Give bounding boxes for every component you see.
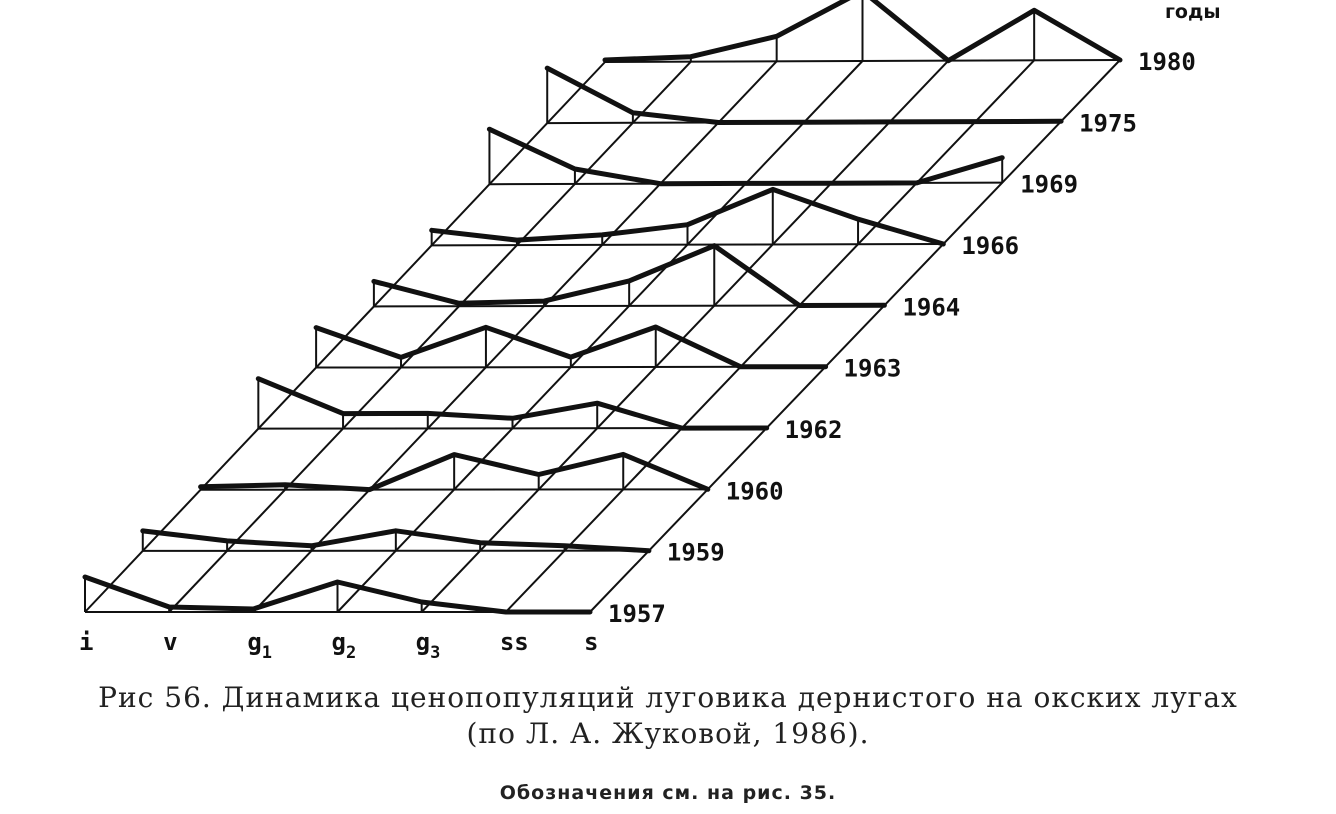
year-label: 1960 (726, 477, 784, 505)
series-profile-1964 (371, 243, 887, 308)
category-label: s (584, 628, 598, 656)
series-layer (82, 0, 1123, 615)
axis-title-years: годы (1165, 1, 1221, 23)
series-profile-1959 (140, 528, 652, 554)
year-label: 1964 (902, 293, 960, 321)
grid-layer (84, 59, 1121, 613)
series-profile-1966 (429, 186, 946, 247)
year-label: 1966 (961, 232, 1019, 260)
series-profile-1980 (602, 0, 1123, 64)
chart-3d-profiles: 1980 1975 1969 1966 1964 1963 1962 1960 1959 1957… (79, 0, 1221, 663)
year-label: 1980 (1138, 48, 1196, 76)
grid-column-line (420, 59, 950, 613)
category-label: i (79, 628, 93, 656)
series-profile-1969 (486, 126, 1005, 187)
category-label: ss (500, 628, 529, 656)
year-label: 1957 (608, 600, 666, 628)
year-label: 1969 (1020, 171, 1078, 199)
year-label: 1959 (667, 539, 725, 567)
year-label: 1963 (844, 355, 902, 383)
year-label: 1962 (785, 416, 843, 444)
grid-column-line (336, 60, 864, 613)
grid-column-line (168, 60, 692, 613)
category-label: g2 (332, 628, 357, 663)
label-layer: 1980 1975 1969 1966 1964 1963 1962 1960 1959 1957… (79, 1, 1221, 663)
series-profile-1957 (82, 574, 593, 615)
caption-line-2: (по Л. А. Жуковой, 1986). (466, 717, 870, 750)
category-label: g3 (416, 628, 441, 663)
caption-line-1: Рис 56. Динамика ценопопуляций луговика … (98, 681, 1238, 714)
series-profile-1963 (313, 324, 829, 370)
category-label: v (163, 628, 177, 656)
caption-note: Обозначения см. на рис. 35. (499, 782, 837, 804)
series-profile-1962 (255, 376, 770, 431)
year-label: 1975 (1079, 109, 1137, 137)
category-label: g1 (247, 628, 272, 663)
grid-column-line (505, 59, 1035, 613)
series-profile-1960 (198, 451, 711, 493)
figure-caption: Рис 56. Динамика ценопопуляций луговика … (0, 680, 1336, 752)
series-profile-1975 (544, 65, 1064, 125)
grid-column-line (589, 59, 1121, 613)
